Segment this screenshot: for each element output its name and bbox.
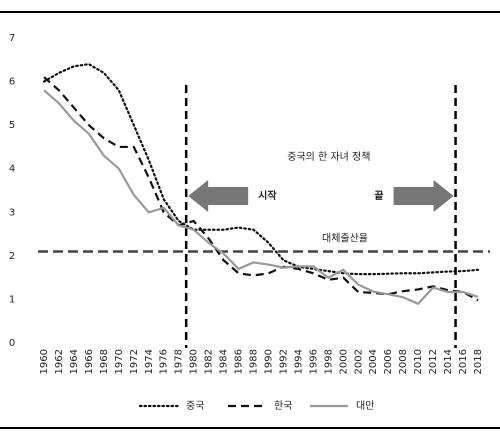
series-line <box>43 76 479 302</box>
end-label: 끝 <box>374 190 383 202</box>
x-tick-label: 1980 <box>189 349 200 374</box>
x-tick-label: 1996 <box>308 349 319 374</box>
y-tick-label: 3 <box>9 207 15 218</box>
start-label: 시작 <box>258 189 277 202</box>
x-tick-label: 2012 <box>428 349 439 374</box>
y-tick-label: 0 <box>9 338 15 349</box>
y-tick-label: 2 <box>9 251 15 262</box>
series-line <box>42 62 480 276</box>
x-tick-label: 1988 <box>249 349 260 374</box>
x-tick-label: 1992 <box>278 349 289 374</box>
series-line <box>43 89 479 306</box>
x-tick-label: 1968 <box>99 349 110 374</box>
x-tick-label: 2008 <box>398 349 409 374</box>
legend-label: 한국 <box>274 400 292 412</box>
x-tick-label: 1972 <box>129 349 140 374</box>
x-tick-label: 2004 <box>368 349 379 374</box>
legend-label: 중국 <box>186 400 204 412</box>
y-tick-label: 6 <box>9 77 15 88</box>
x-tick-label: 2006 <box>383 349 394 374</box>
x-tick-label: 1998 <box>323 349 334 374</box>
x-tick-label: 1990 <box>263 349 274 374</box>
x-tick-label: 1994 <box>293 349 304 374</box>
x-tick-label: 1986 <box>234 349 245 374</box>
x-tick-label: 1982 <box>204 349 215 374</box>
end-arrow <box>393 180 454 212</box>
x-tick-label: 1978 <box>174 349 185 374</box>
start-arrow <box>188 180 249 212</box>
x-tick-label: 2014 <box>443 349 454 374</box>
x-tick-label: 1962 <box>54 349 65 374</box>
x-tick-label: 1966 <box>84 349 95 374</box>
legend-label: 대만 <box>356 400 374 412</box>
y-tick-label: 1 <box>9 294 15 305</box>
y-tick-label: 7 <box>9 33 15 44</box>
x-tick-label: 1976 <box>159 349 170 374</box>
x-tick-label: 2016 <box>458 349 469 374</box>
policy-label: 중국의 한 자녀 정책 <box>287 151 370 163</box>
x-tick-label: 1984 <box>219 349 230 374</box>
x-tick-label: 1964 <box>69 349 80 374</box>
y-tick-label: 4 <box>9 164 15 175</box>
x-tick-label: 2010 <box>413 349 424 374</box>
x-tick-label: 2018 <box>473 349 484 374</box>
x-tick-label: 1970 <box>114 349 125 374</box>
x-tick-label: 1960 <box>39 349 50 374</box>
x-tick-label: 1974 <box>144 349 155 374</box>
x-tick-label: 2000 <box>338 349 349 374</box>
replacement-label: 대체출산율 <box>322 233 368 245</box>
x-tick-label: 2002 <box>353 349 364 374</box>
y-tick-label: 5 <box>9 120 15 131</box>
